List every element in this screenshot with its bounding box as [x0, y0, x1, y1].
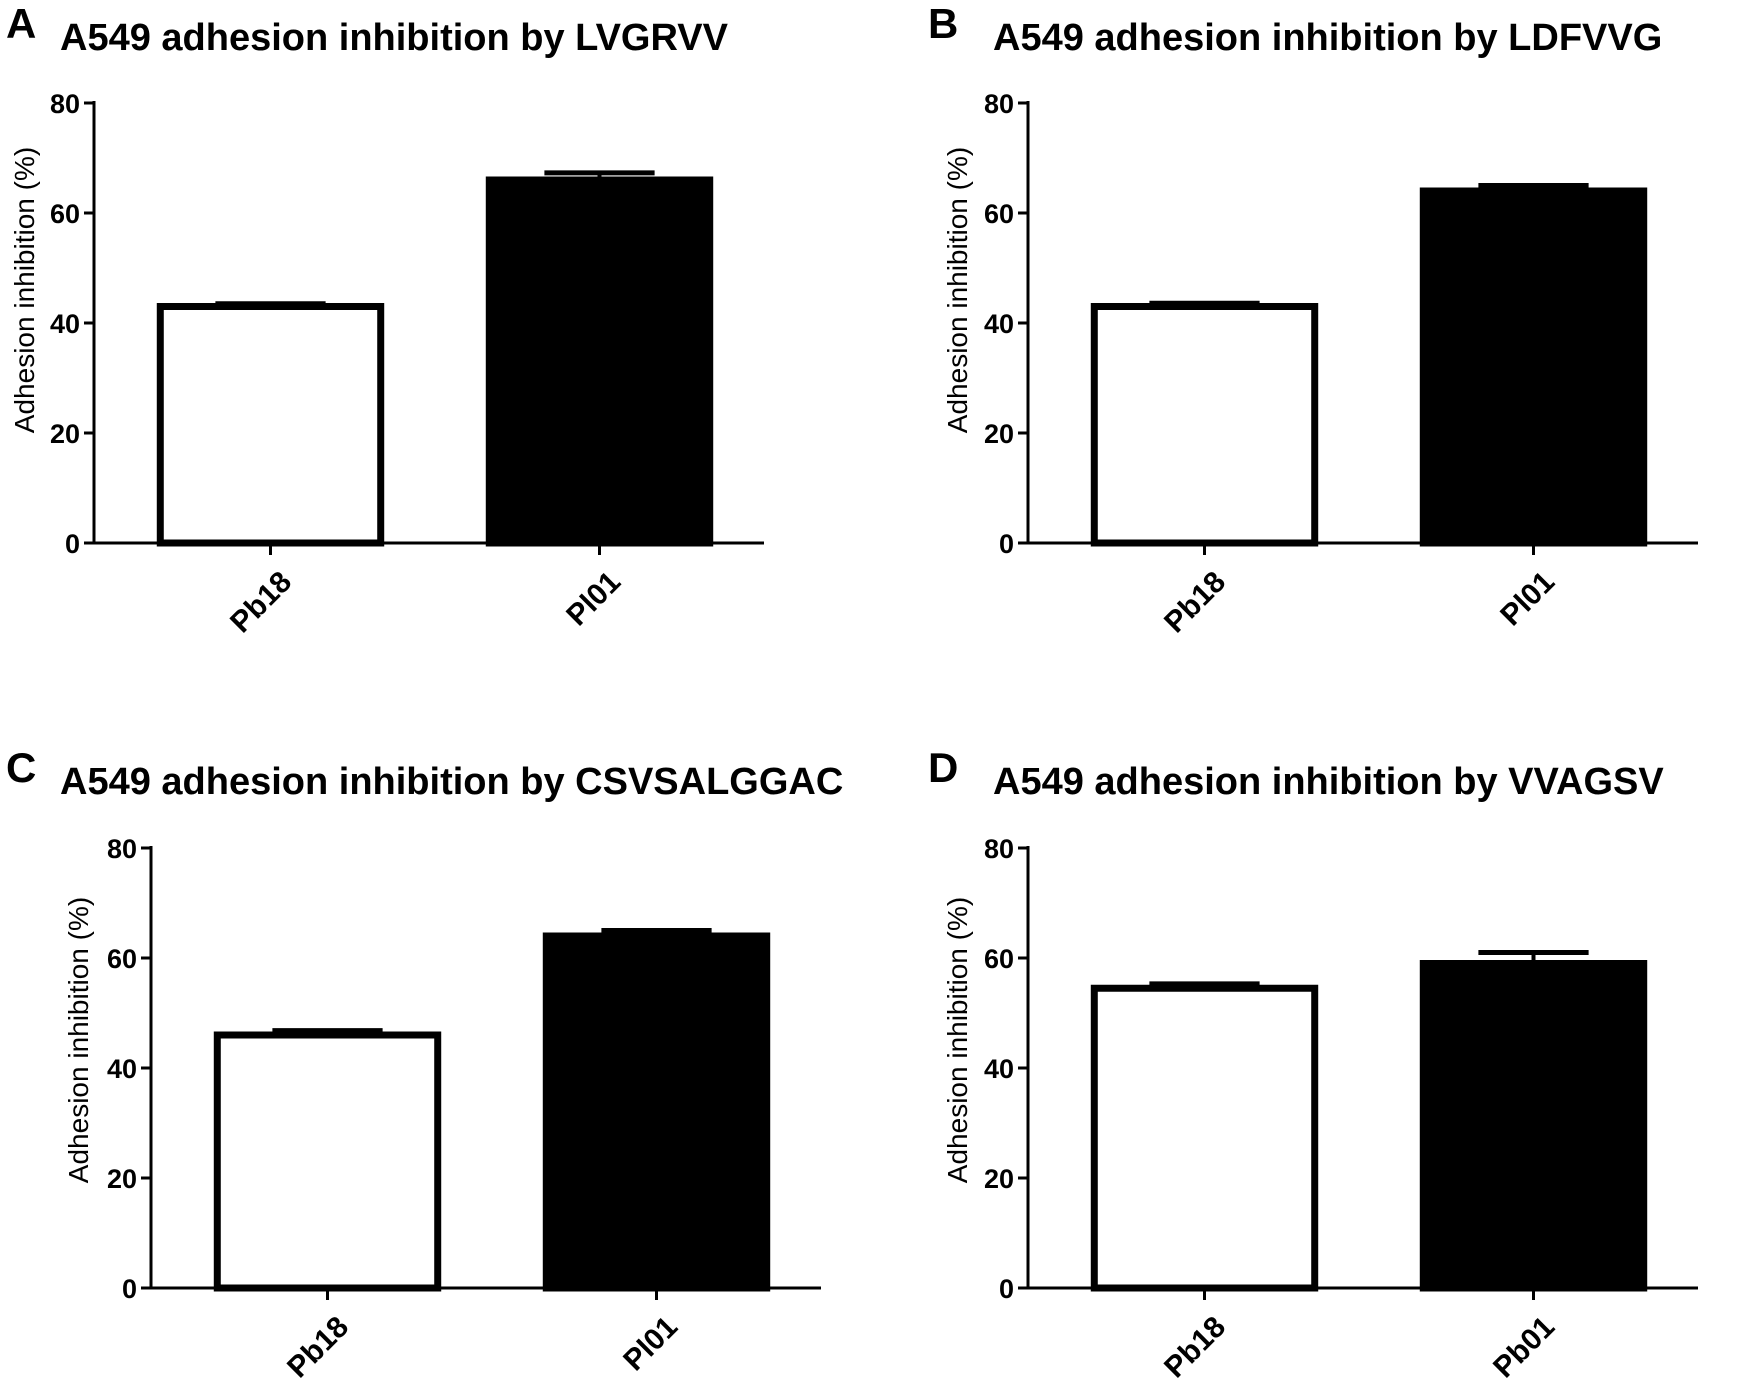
chart-title: A549 adhesion inhibition by VVAGSV — [993, 761, 1664, 803]
plot-area: 0 20 40 60 80 Pb18 Pl01 — [984, 89, 1698, 639]
chart-title: A549 adhesion inhibition by LVGRVV — [60, 17, 729, 59]
plot-area: 0 20 40 60 80 Pb18 Pl01 — [107, 834, 821, 1384]
x-category-label: Pb18 — [224, 565, 298, 639]
y-tick-label: 60 — [984, 944, 1014, 974]
y-tick-label: 80 — [50, 89, 80, 119]
y-tick-label: 0 — [999, 529, 1014, 559]
y-tick-label: 60 — [50, 199, 80, 229]
x-category-label: Pb01 — [1487, 1310, 1561, 1384]
plot-area: 0 20 40 60 80 Pb18 Pl01 — [50, 89, 764, 639]
y-tick-label: 80 — [984, 834, 1014, 864]
x-category-label: Pb18 — [281, 1310, 355, 1384]
panel-letter: C — [6, 744, 36, 791]
y-tick-label: 20 — [984, 1164, 1014, 1194]
y-tick-label: 20 — [984, 419, 1014, 449]
bar-pl01 — [485, 176, 714, 547]
bar-pb18 — [1090, 984, 1319, 1292]
panel-a: A A549 adhesion inhibition by LVGRVV Adh… — [6, 0, 764, 639]
y-tick-label: 60 — [984, 199, 1014, 229]
bar-pb18 — [1090, 303, 1319, 547]
bar-pb18 — [156, 303, 385, 547]
panel-b: B A549 adhesion inhibition by LDFVVG Adh… — [928, 0, 1698, 639]
y-tick-label: 0 — [65, 529, 80, 559]
y-tick-label: 80 — [984, 89, 1014, 119]
y-tick-label: 40 — [107, 1054, 137, 1084]
y-tick-label: 60 — [107, 944, 137, 974]
panel-d: D A549 adhesion inhibition by VVAGSV Adh… — [928, 744, 1698, 1384]
y-axis-title: Adhesion inhibition (%) — [942, 897, 973, 1183]
y-tick-label: 0 — [122, 1274, 137, 1304]
y-axis-title: Adhesion inhibition (%) — [942, 147, 973, 433]
y-tick-label: 40 — [984, 1054, 1014, 1084]
y-tick-label: 80 — [107, 834, 137, 864]
bar-pb18 — [213, 1031, 442, 1292]
panel-letter: B — [928, 0, 958, 47]
bar-pb01 — [1419, 960, 1648, 1292]
y-tick-label: 40 — [50, 309, 80, 339]
x-category-label: Pb18 — [1158, 1310, 1232, 1384]
plot-area: 0 20 40 60 80 Pb18 Pb01 — [984, 834, 1698, 1384]
panel-letter: D — [928, 744, 958, 791]
y-tick-label: 20 — [107, 1164, 137, 1194]
y-tick-label: 40 — [984, 309, 1014, 339]
y-axis-title: Adhesion inhibition (%) — [63, 897, 94, 1183]
y-axis-title: Adhesion inhibition (%) — [9, 147, 40, 433]
panel-letter: A — [6, 0, 36, 47]
y-tick-label: 0 — [999, 1274, 1014, 1304]
bar-pl01 — [1419, 187, 1648, 547]
x-category-label: Pl01 — [1494, 565, 1561, 632]
x-category-label: Pb18 — [1158, 565, 1232, 639]
x-category-label: Pl01 — [560, 565, 627, 632]
x-category-label: Pl01 — [617, 1310, 684, 1377]
bar-pl01 — [542, 932, 771, 1292]
y-tick-label: 20 — [50, 419, 80, 449]
panel-c: C A549 adhesion inhibition by CSVSALGGAC… — [6, 744, 843, 1384]
chart-title: A549 adhesion inhibition by LDFVVG — [993, 17, 1662, 59]
chart-title: A549 adhesion inhibition by CSVSALGGAC — [60, 761, 843, 803]
